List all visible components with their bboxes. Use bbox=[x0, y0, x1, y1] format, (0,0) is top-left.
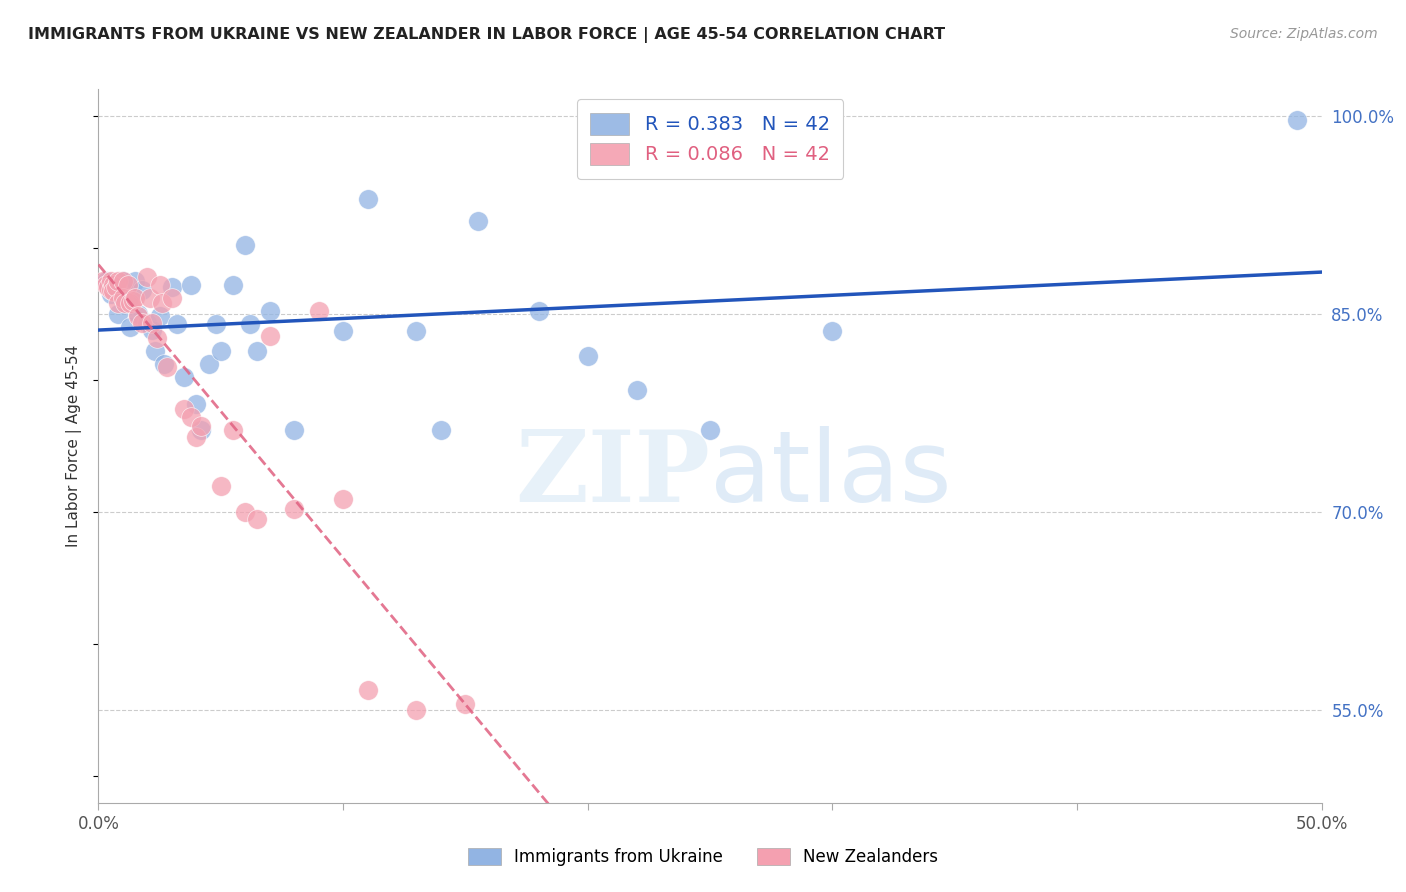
Point bbox=[100, 283, 122, 297]
Point bbox=[283, 423, 305, 437]
Point bbox=[259, 304, 281, 318]
Point bbox=[246, 511, 269, 525]
Point bbox=[136, 316, 159, 330]
Point bbox=[190, 423, 212, 437]
Point bbox=[233, 238, 256, 252]
Point bbox=[405, 703, 427, 717]
Point bbox=[94, 277, 117, 292]
Point bbox=[454, 697, 477, 711]
Point bbox=[180, 409, 202, 424]
Point bbox=[149, 277, 172, 292]
Point bbox=[131, 316, 153, 330]
Point bbox=[141, 316, 163, 330]
Y-axis label: In Labor Force | Age 45-54: In Labor Force | Age 45-54 bbox=[66, 345, 83, 547]
Point bbox=[150, 296, 173, 310]
Point bbox=[107, 274, 129, 288]
Point bbox=[124, 274, 146, 288]
Point bbox=[197, 357, 219, 371]
Point bbox=[136, 269, 159, 284]
Point bbox=[233, 505, 256, 519]
Point bbox=[111, 274, 134, 288]
Point bbox=[131, 283, 153, 297]
Point bbox=[160, 291, 183, 305]
Point bbox=[332, 491, 354, 506]
Text: ZIP: ZIP bbox=[515, 426, 710, 523]
Point bbox=[173, 370, 195, 384]
Point bbox=[91, 274, 114, 288]
Point bbox=[100, 287, 122, 301]
Point bbox=[467, 214, 489, 228]
Point bbox=[405, 324, 427, 338]
Point bbox=[121, 293, 143, 308]
Point bbox=[283, 502, 305, 516]
Point bbox=[259, 329, 281, 343]
Text: Source: ZipAtlas.com: Source: ZipAtlas.com bbox=[1230, 27, 1378, 41]
Point bbox=[1286, 112, 1309, 127]
Point bbox=[190, 419, 212, 434]
Point bbox=[180, 277, 202, 292]
Point bbox=[186, 430, 208, 444]
Point bbox=[146, 331, 169, 345]
Point bbox=[166, 318, 188, 332]
Point bbox=[100, 274, 122, 288]
Point bbox=[117, 293, 139, 308]
Point bbox=[156, 359, 179, 374]
Point bbox=[127, 307, 149, 321]
Point bbox=[141, 323, 163, 337]
Point bbox=[97, 280, 120, 294]
Point bbox=[209, 343, 232, 358]
Point bbox=[120, 320, 142, 334]
Point bbox=[143, 343, 166, 358]
Point bbox=[104, 280, 127, 294]
Point bbox=[209, 478, 232, 492]
Point bbox=[111, 274, 134, 288]
Point bbox=[139, 291, 162, 305]
Point bbox=[356, 192, 378, 206]
Text: atlas: atlas bbox=[710, 426, 952, 523]
Point bbox=[94, 274, 117, 288]
Point bbox=[107, 296, 129, 310]
Text: IMMIGRANTS FROM UKRAINE VS NEW ZEALANDER IN LABOR FORCE | AGE 45-54 CORRELATION : IMMIGRANTS FROM UKRAINE VS NEW ZEALANDER… bbox=[28, 27, 945, 43]
Point bbox=[308, 304, 330, 318]
Point bbox=[821, 324, 844, 338]
Point bbox=[101, 280, 124, 294]
Point bbox=[205, 318, 228, 332]
Point bbox=[160, 280, 183, 294]
Point bbox=[124, 291, 146, 305]
Point bbox=[111, 291, 134, 305]
Point bbox=[356, 683, 378, 698]
Point bbox=[576, 349, 599, 363]
Point bbox=[101, 285, 124, 299]
Point bbox=[246, 343, 269, 358]
Point bbox=[332, 324, 354, 338]
Point bbox=[173, 402, 195, 417]
Point bbox=[430, 423, 453, 437]
Point bbox=[153, 357, 176, 371]
Point bbox=[149, 310, 172, 324]
Legend: R = 0.383   N = 42, R = 0.086   N = 42: R = 0.383 N = 42, R = 0.086 N = 42 bbox=[576, 99, 844, 178]
Point bbox=[117, 277, 139, 292]
Point bbox=[97, 280, 120, 294]
Point bbox=[120, 296, 142, 310]
Point bbox=[114, 296, 136, 310]
Point bbox=[222, 423, 245, 437]
Point bbox=[127, 310, 149, 324]
Point bbox=[107, 307, 129, 321]
Legend: Immigrants from Ukraine, New Zealanders: Immigrants from Ukraine, New Zealanders bbox=[460, 840, 946, 875]
Point bbox=[239, 318, 262, 332]
Point bbox=[699, 423, 721, 437]
Point bbox=[186, 397, 208, 411]
Point bbox=[626, 384, 648, 398]
Point bbox=[222, 277, 245, 292]
Point bbox=[527, 304, 550, 318]
Point bbox=[101, 277, 124, 292]
